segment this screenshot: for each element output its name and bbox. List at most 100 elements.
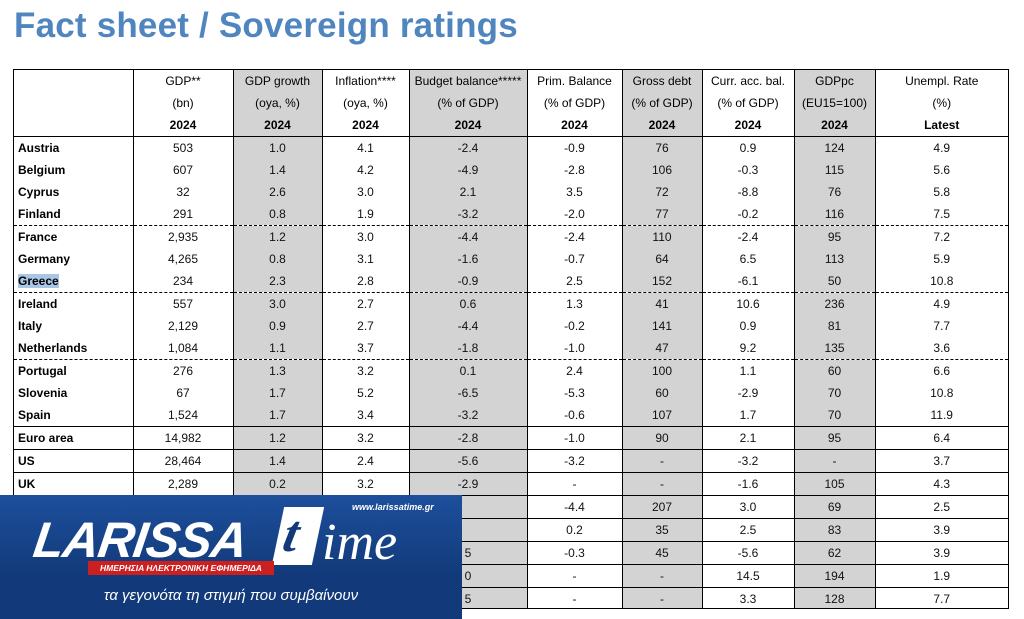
- country-name: Slovenia: [14, 382, 134, 404]
- column-header: (% of GDP): [527, 92, 623, 114]
- table-cell: 503: [133, 136, 234, 159]
- table-cell: 1.1: [233, 337, 323, 360]
- column-header: GDP**: [133, 70, 234, 92]
- table-cell: -3.2: [409, 203, 528, 226]
- table-cell: 90: [622, 426, 703, 450]
- table-cell: 115: [794, 159, 876, 181]
- table-cell: 10.8: [930, 386, 954, 400]
- table-cell: 1.0: [233, 136, 323, 159]
- table-cell: 3.0: [702, 495, 795, 519]
- country-label: Austria: [18, 141, 60, 155]
- table-cell: 100: [622, 359, 703, 382]
- column-header: Unempl. Rate: [905, 74, 979, 88]
- column-header: 2024: [233, 114, 323, 137]
- logo-t-letter: t: [278, 506, 305, 563]
- column-header: (% of GDP): [622, 92, 703, 114]
- table-cell: 1.7: [233, 404, 323, 427]
- table-cell: 116: [794, 203, 876, 226]
- table-cell: -2.4: [702, 225, 795, 248]
- table-cell: -: [622, 449, 703, 473]
- table-cell: 557: [133, 292, 234, 315]
- table-cell: 2,935: [133, 225, 234, 248]
- country-label: Spain: [18, 408, 51, 422]
- table-cell: 2.5: [527, 270, 623, 293]
- table-cell: -: [794, 449, 876, 473]
- table-cell: 4.1: [322, 136, 410, 159]
- table-cell: 76: [622, 136, 703, 159]
- table-cell: 1.2: [233, 426, 323, 450]
- table-cell: 5.6: [933, 163, 951, 177]
- table-cell: 106: [622, 159, 703, 181]
- table-cell: 105: [794, 472, 876, 496]
- table-cell: 124: [794, 136, 876, 159]
- table-row: Ireland 557 3.0 2.7 0.6 1.3 41 10.6 236 4.9: [14, 292, 1008, 315]
- table-cell: 152: [622, 270, 703, 293]
- table-cell: 0.9: [702, 136, 795, 159]
- table-cell: 69: [794, 495, 876, 519]
- table-cell: 2.1: [702, 426, 795, 450]
- table-cell: -3.2: [527, 449, 623, 473]
- table-cell: 2.3: [233, 270, 323, 293]
- table-cell: -4.4: [527, 495, 623, 519]
- table-cell: 113: [794, 248, 876, 270]
- table-cell: 47: [622, 337, 703, 360]
- table-cell: 2.7: [322, 315, 410, 337]
- table-cell: 5.8: [933, 185, 951, 199]
- table-cell: -6.5: [409, 382, 528, 404]
- table-cell: -1.0: [527, 337, 623, 360]
- column-header: GDPpc: [794, 70, 876, 92]
- table-cell: 28,464: [133, 449, 234, 473]
- country-name: Euro area: [14, 426, 134, 450]
- country-label: Portugal: [18, 364, 67, 378]
- table-cell: -0.2: [702, 203, 795, 226]
- table-cell: 2.4: [527, 359, 623, 382]
- country-label: US: [18, 454, 35, 468]
- table-cell: -: [527, 472, 623, 496]
- table-cell: 135: [794, 337, 876, 360]
- table-cell: -: [622, 472, 703, 496]
- table-cell: 6.5: [702, 248, 795, 270]
- table-cell: -0.2: [527, 315, 623, 337]
- table-cell: 4,265: [133, 248, 234, 270]
- fact-sheet-table: GDP** GDP growth Inflation**** Budget balan…: [14, 70, 1008, 608]
- table-cell: 3.4: [322, 404, 410, 427]
- table-cell: 1.4: [233, 449, 323, 473]
- table-cell: 50: [794, 270, 876, 293]
- table-cell: -2.0: [527, 203, 623, 226]
- table-cell: 7.7: [875, 587, 1008, 608]
- table-cell: 70: [794, 404, 876, 427]
- table-cell: 64: [622, 248, 703, 270]
- table-cell: 3.0: [322, 225, 410, 248]
- table-cell: -5.6: [702, 541, 795, 565]
- country-name: Finland: [14, 203, 134, 226]
- column-header: 2024: [527, 114, 623, 137]
- larissatime-logo[interactable]: www.larissatime.gr LARISSA t ime ΗΜΕΡΗΣΙ…: [0, 495, 462, 619]
- table-cell: 2.7: [322, 292, 410, 315]
- table-cell: 2.6: [233, 181, 323, 203]
- country-label: Cyprus: [18, 185, 60, 199]
- country-label: France: [18, 230, 58, 244]
- table-row: Italy 2,129 0.9 2.7 -4.4 -0.2 141 0.9 81 7.7: [14, 315, 1008, 337]
- table-cell: -2.9: [702, 382, 795, 404]
- column-header: [14, 92, 134, 114]
- table-cell: 10.6: [702, 292, 795, 315]
- logo-slogan: τα γεγονότα τη στιγμή που συμβαίνουν: [103, 587, 359, 604]
- column-header: Gross debt: [622, 70, 703, 92]
- table-cell: 45: [622, 541, 703, 565]
- table-row: Euro area 14,982 1.2 3.2 -2.8 -1.0 90 2.1 95 6.4: [14, 426, 1008, 450]
- table-cell: 1.1: [702, 359, 795, 382]
- table-cell: 234: [133, 270, 234, 293]
- column-header: 2024: [794, 114, 876, 137]
- page-title: Fact sheet / Sovereign ratings: [14, 6, 518, 45]
- table-cell: -0.7: [527, 248, 623, 270]
- column-header: (oya, %): [322, 92, 410, 114]
- table-cell: 1,084: [133, 337, 234, 360]
- column-header: Inflation****: [322, 70, 410, 92]
- country-name: Ireland: [14, 292, 134, 315]
- table-cell: 3.9: [875, 541, 1008, 565]
- table-cell: 3.0: [322, 181, 410, 203]
- table-cell: -: [527, 564, 623, 588]
- table-cell: 4.9: [933, 141, 951, 155]
- table-cell: -1.0: [527, 426, 623, 450]
- table-cell: -4.9: [409, 159, 528, 181]
